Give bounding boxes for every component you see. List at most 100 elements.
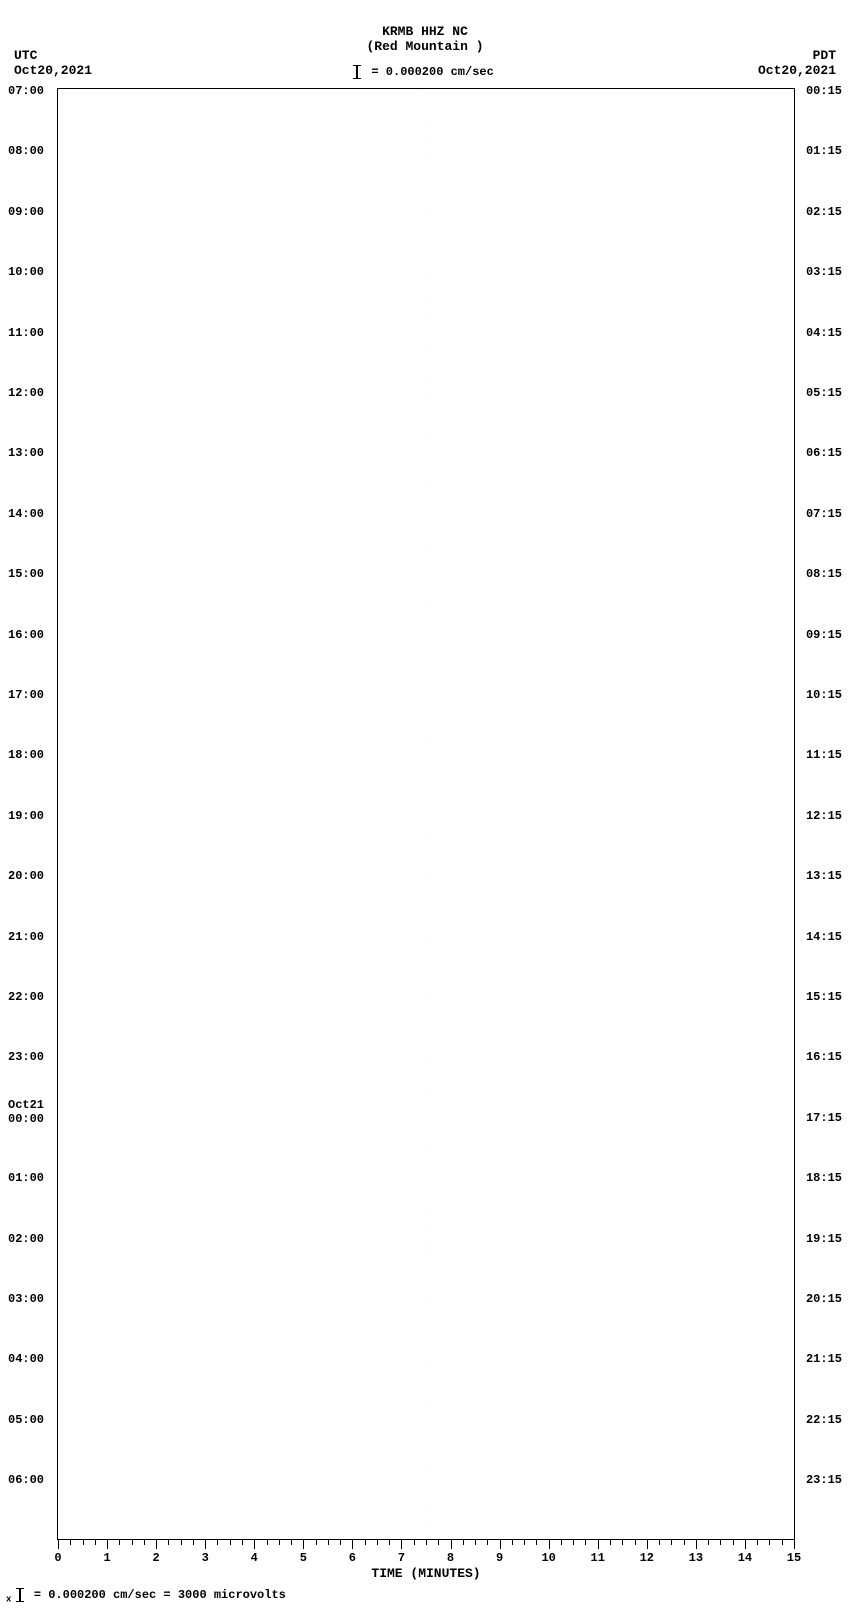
amplitude-scale: = 0.000200 cm/sec <box>0 65 850 79</box>
station-name: (Red Mountain ) <box>0 39 850 54</box>
seismic-trace <box>58 1330 794 1331</box>
pdt-hour-label: 03:15 <box>806 265 842 279</box>
xtick-minor <box>316 1539 317 1545</box>
xtick-minor <box>708 1539 709 1545</box>
xtick-minor <box>782 1539 783 1545</box>
seismic-trace <box>58 968 794 969</box>
seismic-trace <box>58 621 794 622</box>
seismic-trace <box>58 137 794 138</box>
xtick-minor <box>181 1539 182 1545</box>
seismic-trace <box>58 575 794 576</box>
xtick-minor <box>365 1539 366 1545</box>
seismic-trace <box>58 198 794 199</box>
xtick-minor <box>70 1539 71 1545</box>
scale-bar-icon <box>19 1588 21 1602</box>
xlabel: 4 <box>251 1551 258 1565</box>
xtick-minor <box>230 1539 231 1545</box>
xtick-minor <box>193 1539 194 1545</box>
seismic-trace <box>58 726 794 727</box>
xtick-major <box>352 1539 353 1549</box>
seismic-trace <box>58 1134 794 1135</box>
seismic-trace <box>58 545 794 546</box>
seismic-trace <box>58 183 794 184</box>
utc-hour-label: 03:00 <box>8 1292 44 1306</box>
xtick-minor <box>279 1539 280 1545</box>
xtick-minor <box>242 1539 243 1545</box>
seismic-trace <box>58 349 794 350</box>
pdt-hour-label: 01:15 <box>806 144 842 158</box>
seismic-trace <box>58 1225 794 1226</box>
station-title: KRMB HHZ NC (Red Mountain ) <box>0 24 850 54</box>
pdt-hour-label: 09:15 <box>806 628 842 642</box>
xtick-major <box>500 1539 501 1549</box>
pdt-hour-label: 22:15 <box>806 1413 842 1427</box>
xtick-minor <box>217 1539 218 1545</box>
scale-value: = 0.000200 cm/sec <box>371 65 493 79</box>
seismic-trace <box>58 152 794 153</box>
seismic-trace <box>58 303 794 304</box>
xtick-minor <box>536 1539 537 1545</box>
utc-hour-label: 12:00 <box>8 386 44 400</box>
pdt-hour-label: 00:15 <box>806 84 842 98</box>
seismic-trace <box>58 681 794 682</box>
seismic-trace <box>58 1104 794 1105</box>
xtick-minor <box>487 1539 488 1545</box>
xtick-minor <box>377 1539 378 1545</box>
seismic-trace <box>58 364 794 365</box>
utc-hour-label: 06:00 <box>8 1473 44 1487</box>
utc-hour-label: 15:00 <box>8 567 44 581</box>
footer-scale: x = 0.000200 cm/sec = 3000 microvolts <box>6 1588 286 1605</box>
xtick-minor <box>585 1539 586 1545</box>
xtick-minor <box>267 1539 268 1545</box>
seismic-trace <box>58 560 794 561</box>
xtick-minor <box>389 1539 390 1545</box>
xlabel: 0 <box>54 1551 61 1565</box>
xlabel: 12 <box>640 1551 654 1565</box>
seismic-trace <box>58 213 794 214</box>
seismic-trace <box>58 1058 794 1059</box>
pdt-hour-label: 11:15 <box>806 748 842 762</box>
xtick-minor <box>463 1539 464 1545</box>
seismic-trace <box>58 288 794 289</box>
seismic-trace <box>58 454 794 455</box>
seismic-trace <box>58 470 794 471</box>
seismic-trace <box>58 258 794 259</box>
right-tz-label: PDT <box>758 48 836 63</box>
seismic-trace <box>58 394 794 395</box>
xtick-minor <box>291 1539 292 1545</box>
pdt-hour-label: 16:15 <box>806 1050 842 1064</box>
pdt-hour-label: 18:15 <box>806 1171 842 1185</box>
utc-hour-label: 01:00 <box>8 1171 44 1185</box>
seismic-trace <box>58 1149 794 1150</box>
seismic-trace <box>58 772 794 773</box>
xtick-minor <box>769 1539 770 1545</box>
seismic-trace <box>58 334 794 335</box>
seismic-trace <box>58 515 794 516</box>
pdt-hour-label: 07:15 <box>806 507 842 521</box>
seismic-trace <box>58 666 794 667</box>
seismic-trace <box>58 817 794 818</box>
utc-hour-label: 18:00 <box>8 748 44 762</box>
xtick-minor <box>475 1539 476 1545</box>
footer-text: = 0.000200 cm/sec = 3000 microvolts <box>34 1589 286 1603</box>
xlabel: 8 <box>447 1551 454 1565</box>
xtick-minor <box>671 1539 672 1545</box>
xlabel: 3 <box>202 1551 209 1565</box>
pdt-hour-label: 21:15 <box>806 1352 842 1366</box>
xtick-major <box>696 1539 697 1549</box>
xtick-minor <box>622 1539 623 1545</box>
seismic-trace <box>58 1028 794 1029</box>
seismic-trace <box>58 907 794 908</box>
station-code: KRMB HHZ NC <box>0 24 850 39</box>
seismic-trace <box>58 1391 794 1392</box>
seismic-trace <box>58 741 794 742</box>
seismic-trace <box>58 1300 794 1301</box>
pdt-hour-label: 15:15 <box>806 990 842 1004</box>
xlabel: 14 <box>738 1551 752 1565</box>
seismic-trace <box>58 1164 794 1165</box>
seismic-trace <box>58 1481 794 1482</box>
seismic-trace <box>58 1270 794 1271</box>
xtick-minor <box>757 1539 758 1545</box>
seismic-trace <box>58 424 794 425</box>
seismic-trace <box>58 1240 794 1241</box>
